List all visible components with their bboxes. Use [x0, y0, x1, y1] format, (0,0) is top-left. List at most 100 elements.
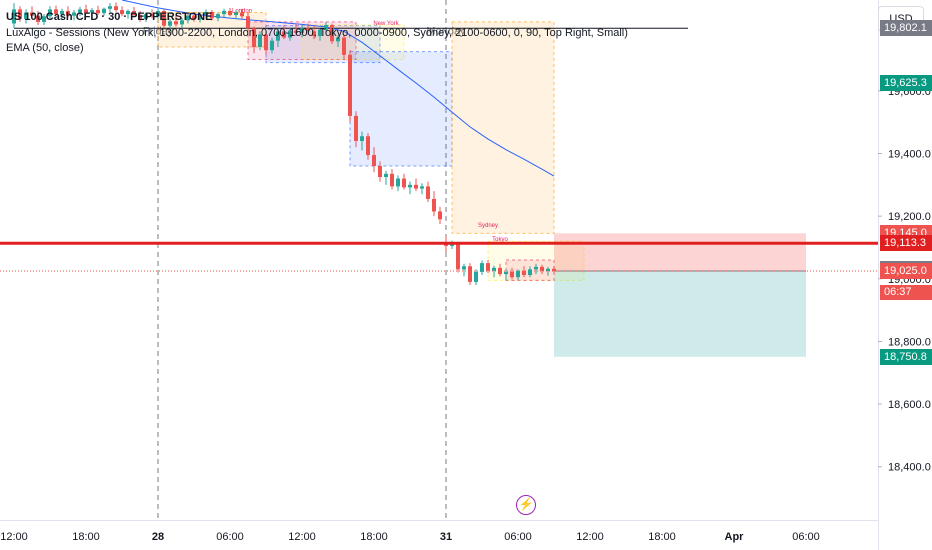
candle-body [222, 10, 226, 15]
y-tick-label: 19,400.0 [888, 148, 931, 160]
candle-body [66, 10, 70, 16]
x-tick-label: 31 [440, 531, 452, 543]
candle-body [12, 9, 16, 24]
y-tick-label: 18,800.0 [888, 336, 931, 348]
candle-body [102, 8, 106, 14]
y-tick-label: 18,600.0 [888, 399, 931, 411]
candle-body [318, 29, 322, 37]
candle-body [426, 186, 430, 199]
candle-body [192, 15, 196, 20]
candle-body [72, 12, 76, 16]
candle-body [246, 16, 250, 29]
candle-body [96, 10, 100, 14]
candle-body [474, 271, 478, 282]
candle-body [390, 173, 394, 187]
candle-body [312, 31, 316, 37]
price-label: 19,802.1 [880, 19, 932, 36]
take-profit-zone [554, 270, 806, 357]
candle-body [174, 21, 178, 25]
candle-body [456, 242, 460, 270]
candle-body [54, 9, 58, 15]
flash-icon[interactable]: ⚡ [516, 495, 536, 515]
candle-body [120, 10, 124, 15]
x-tick-label: 18:00 [648, 531, 676, 543]
sessions-indicator-label[interactable]: LuxAlgo - Sessions (New York, 1300-2200,… [6, 26, 628, 39]
price-label: 18,750.8 [880, 348, 932, 365]
candle-body [324, 25, 328, 30]
candle-body [24, 12, 28, 19]
candle-body [144, 14, 148, 19]
candle-body [480, 263, 484, 272]
candle-body [504, 271, 508, 275]
candle-body [462, 266, 466, 270]
candle-body [252, 28, 256, 47]
candle-body [234, 12, 238, 16]
candle-body [552, 268, 556, 271]
x-tick-label: 12:00 [0, 531, 28, 543]
candle-body [522, 270, 526, 276]
candle-body [366, 136, 370, 156]
session-box [451, 21, 555, 234]
x-tick-label: 06:00 [504, 531, 532, 543]
candle-body [468, 266, 472, 282]
candle-body [516, 270, 520, 278]
session-label: New York [373, 21, 399, 27]
candle-body [210, 11, 214, 19]
candle-body [282, 31, 286, 38]
candle-body [300, 28, 304, 33]
candle-body [156, 10, 160, 17]
candle-body [150, 14, 154, 17]
y-tick-label: 19,200.0 [888, 211, 931, 223]
candle-body [78, 9, 82, 13]
candle-body [354, 115, 358, 141]
candle-body [126, 10, 130, 15]
session-box [349, 51, 453, 167]
candle-body [180, 20, 184, 25]
candle-body [288, 30, 292, 38]
x-tick-label: 12:00 [288, 531, 316, 543]
price-label: 19,025.0 [880, 262, 932, 279]
symbol-title[interactable]: US 100 Cash CFD · 30 · PEPPERSTONE [6, 11, 213, 23]
candle-body [186, 15, 190, 21]
candle-body [492, 267, 496, 271]
candle-body [270, 40, 274, 51]
candle-body [360, 136, 364, 141]
ema-indicator-label[interactable]: EMA (50, close) [6, 42, 84, 54]
candle-body [438, 211, 442, 220]
price-label: 19,625.3 [880, 74, 932, 91]
candle-body [42, 16, 46, 22]
candle-body [432, 198, 436, 212]
candle-body [162, 10, 166, 26]
candle-body [36, 15, 40, 22]
candle-body [498, 267, 502, 275]
session-label: Tokyo [492, 237, 508, 243]
candle-body [534, 266, 538, 270]
candle-body [258, 34, 262, 47]
candle-body [84, 9, 88, 13]
candle-body [216, 14, 220, 19]
session-label: Sydney [478, 223, 498, 229]
candle-body [60, 10, 64, 15]
x-tick-label: 12:00 [576, 531, 604, 543]
candle-body [198, 15, 202, 20]
candle-body [48, 9, 52, 17]
x-tick-label: 06:00 [216, 531, 244, 543]
candle-body [420, 186, 424, 189]
bar-countdown: 06:37 [880, 285, 932, 300]
candle-body [330, 25, 334, 42]
candle-body [396, 178, 400, 187]
stop-loss-zone [554, 233, 806, 271]
x-tick-label: 18:00 [360, 531, 388, 543]
y-tick-label: 18,400.0 [888, 462, 931, 474]
candle-body [378, 166, 382, 177]
candle-body [402, 178, 406, 188]
x-tick-label: 18:00 [72, 531, 100, 543]
candle-body [540, 266, 544, 271]
candle-body [240, 12, 244, 17]
candle-body [372, 155, 376, 167]
candle-body [138, 15, 142, 19]
candle-body [90, 10, 94, 13]
candle-body [276, 31, 280, 41]
candle-body [264, 34, 268, 51]
